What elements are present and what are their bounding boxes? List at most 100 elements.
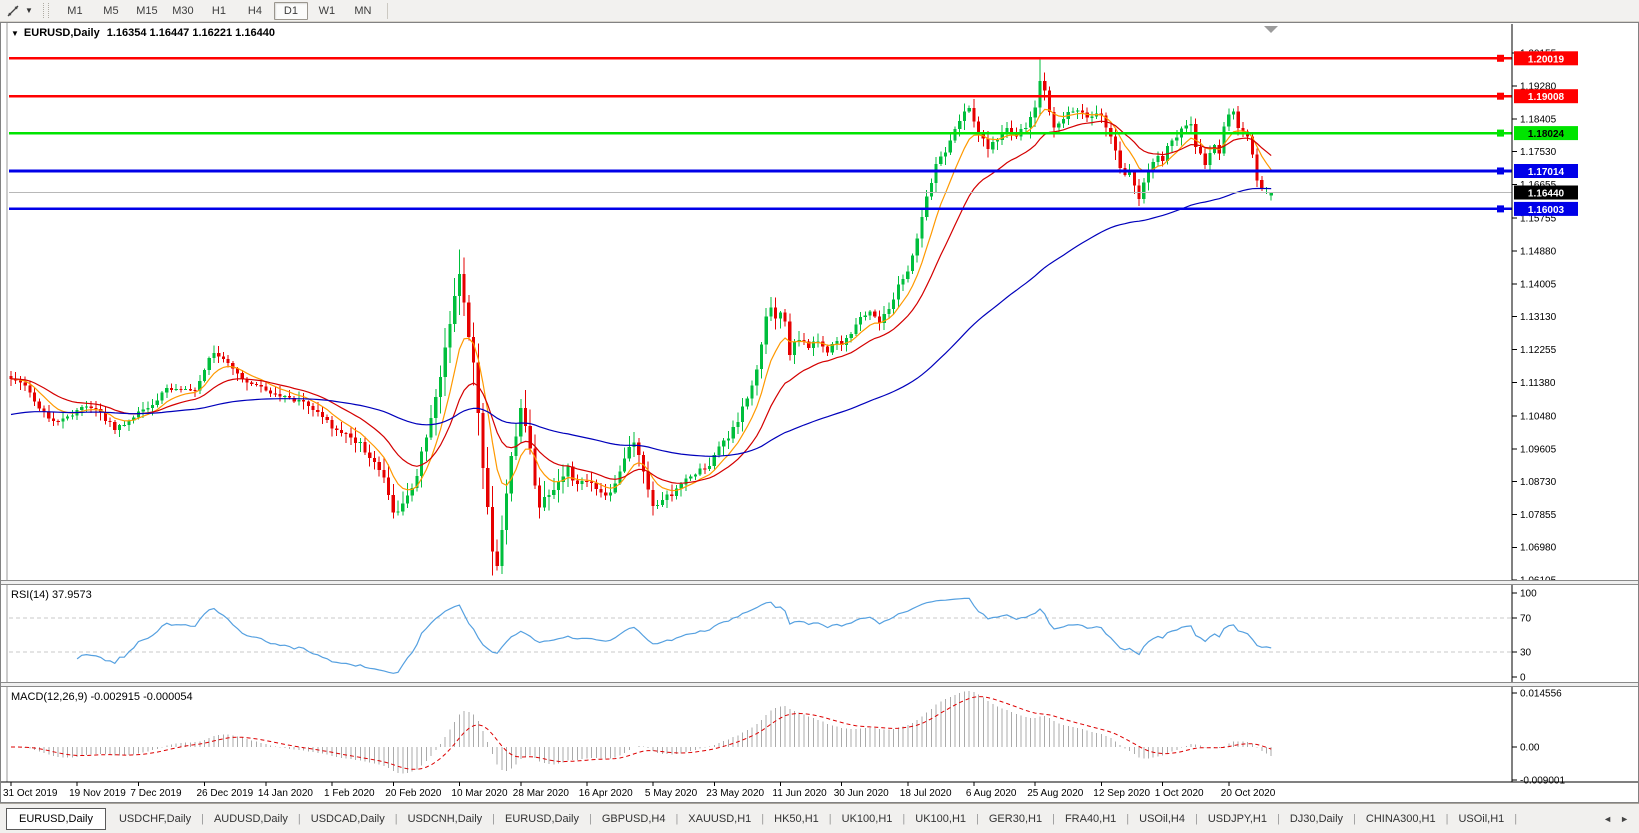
macd-tick-label: 0.014556 — [1520, 689, 1562, 700]
toolbar-grip — [42, 3, 49, 18]
date-tick-label: 7 Dec 2019 — [130, 788, 182, 799]
timeframe-w1-button[interactable]: W1 — [318, 4, 336, 17]
date-axis[interactable]: 31 Oct 2019 19 Nov 2019 7 Dec 2019 26 Dec 2… — [1, 781, 1638, 799]
chart-tab-usdjpy-h1[interactable]: USDJPY,H1 — [1207, 812, 1267, 825]
chart-tab-bar: EURUSD,Daily USDCHF,Daily | AUDUSD,Daily | US… — [0, 803, 1639, 833]
level-price-label: 1.19008 — [1528, 92, 1565, 103]
tab-separator: | — [589, 812, 592, 825]
chart-tab-eurusd-daily[interactable]: EURUSD,Daily — [505, 812, 579, 825]
price-tick-label: 1.08730 — [1520, 477, 1557, 488]
tab-separator: | — [1126, 812, 1130, 825]
timeframe-m1-button[interactable]: M1 — [67, 4, 83, 17]
price-tick-label: 1.09605 — [1520, 444, 1557, 455]
chart-tab-usoil-h4[interactable]: USOil,H4 — [1139, 812, 1185, 825]
chart-tab-hk50-h1[interactable]: HK50,H1 — [774, 812, 819, 825]
date-tick-label: 25 Aug 2020 — [1027, 788, 1084, 799]
chart-tab-ger30-h1[interactable]: GER30,H1 — [988, 812, 1043, 825]
price-tick-label: 1.19280 — [1520, 82, 1557, 93]
macd-indicator-label: MACD(12,26,9) -0.002915 -0.000054 — [11, 691, 193, 703]
price-tick-label: 1.06980 — [1520, 543, 1557, 554]
date-tick-label: 14 Jan 2020 — [258, 788, 313, 799]
price-axis[interactable]: 1.201551.192801.184051.175301.166551.157… — [1511, 24, 1557, 782]
date-tick-label: 26 Dec 2019 — [197, 788, 254, 799]
level-price-label: 1.17014 — [1528, 167, 1565, 178]
date-tick-label: 11 Jun 2020 — [772, 788, 827, 799]
ma-slow-blue-line — [10, 187, 1272, 457]
tabs-scroll-right-button[interactable]: ► — [1620, 813, 1629, 824]
horizontal-level-lines[interactable] — [9, 54, 1512, 213]
rsi-tick-label: 0 — [1520, 673, 1526, 684]
level-line-handle — [1497, 54, 1504, 62]
chart-tab-usdcad-daily[interactable]: USDCAD,Daily — [310, 812, 385, 825]
level-line-handle — [1497, 129, 1504, 137]
tab-separator: | — [1276, 812, 1280, 825]
chart-tabs: EURUSD,Daily USDCHF,Daily | AUDUSD,Daily | US… — [0, 807, 1593, 830]
tab-separator: | — [1052, 812, 1055, 825]
chart-tab-china300-h1[interactable]: CHINA300,H1 — [1365, 812, 1436, 825]
tab-separator: | — [976, 812, 979, 825]
timeframe-m15-button[interactable]: M15 — [136, 4, 158, 17]
chart-tab-gbpusd-h4[interactable]: GBPUSD,H4 — [601, 812, 666, 825]
macd-tick-label: -0.009001 — [1520, 776, 1565, 787]
rsi-tick-label: 30 — [1520, 647, 1532, 658]
chart-ohlc-values: 1.16354 1.16447 1.16221 1.16440 — [106, 27, 275, 39]
tabs-scroll-left-button[interactable]: ◄ — [1603, 813, 1613, 824]
date-tick-label: 19 Nov 2019 — [69, 788, 126, 799]
price-tick-label: 1.11380 — [1520, 378, 1556, 389]
date-tick-label: 10 Mar 2020 — [451, 788, 508, 799]
timeframe-m5-button[interactable]: M5 — [103, 4, 119, 17]
chart-canvas[interactable]: 1.201551.192801.184051.175301.166551.157… — [1, 23, 1638, 802]
level-price-label: 1.16003 — [1528, 205, 1565, 216]
tab-separator: | — [394, 812, 398, 825]
ma-mid-red-line — [10, 120, 1272, 484]
chart-tab-audusd-daily[interactable]: AUDUSD,Daily — [213, 812, 288, 825]
tab-separator: | — [1195, 812, 1198, 825]
level-price-label: 1.20019 — [1528, 54, 1565, 65]
macd-tick-label: 0.00 — [1520, 743, 1540, 754]
timeframe-toolbar: M1 M5 M15 M30 H1 H4 D1 W1 MN — [57, 0, 381, 22]
tab-separator: | — [1514, 812, 1518, 825]
chart-tab-usoil-h1[interactable]: USOil,H1 — [1458, 812, 1505, 825]
timeframe-mn-button[interactable]: MN — [354, 4, 372, 17]
chart-shift-marker[interactable] — [1264, 26, 1278, 33]
moving-average-lines — [10, 108, 1272, 492]
tab-scroll-buttons: ◄ ► — [1593, 814, 1639, 824]
date-tick-label: 16 Apr 2020 — [579, 788, 633, 799]
date-tick-label: 31 Oct 2019 — [3, 788, 58, 799]
level-price-label: 1.18024 — [1528, 129, 1565, 140]
price-tick-label: 1.12255 — [1520, 345, 1557, 356]
chart-tab-usdcnh-daily[interactable]: USDCNH,Daily — [407, 812, 483, 825]
top-toolbar: ▼ M1 M5 M15 M30 H1 H4 D1 W1 MN — [0, 0, 1639, 22]
timeframe-h1-button[interactable]: H1 — [211, 4, 226, 17]
cursor-tool-button[interactable]: ▼ — [2, 3, 37, 19]
chart-tab-uk100-h1[interactable]: UK100,H1 — [841, 812, 893, 825]
date-tick-label: 28 Mar 2020 — [513, 788, 570, 799]
chart-tab-eurusd-daily[interactable]: EURUSD,Daily — [6, 807, 106, 830]
level-price-boxes: 1.20019 1.19008 1.18024 1.17014 1.16440 1.160… — [1514, 51, 1578, 216]
chart-tab-dj30-daily[interactable]: DJ30,Daily — [1289, 812, 1344, 825]
tab-separator: | — [1445, 812, 1449, 825]
chart-tab-fra40-h1[interactable]: FRA40,H1 — [1064, 812, 1117, 825]
timeframe-m30-button[interactable]: M30 — [172, 4, 194, 17]
chart-tab-xauusd-h1[interactable]: XAUUSD,H1 — [688, 812, 752, 825]
chart-tab-usdchf-daily[interactable]: USDCHF,Daily — [118, 812, 192, 825]
tab-separator: | — [201, 812, 204, 825]
price-tick-label: 1.17530 — [1520, 147, 1557, 158]
collapse-triangle-icon[interactable]: ▼ — [11, 29, 19, 38]
rsi-tick-label: 70 — [1520, 614, 1532, 625]
date-tick-label: 1 Oct 2020 — [1155, 788, 1204, 799]
timeframe-d1-button[interactable]: D1 — [273, 1, 308, 20]
price-tick-label: 1.15755 — [1520, 214, 1557, 225]
date-tick-label: 20 Feb 2020 — [385, 788, 442, 799]
tab-separator: | — [1353, 812, 1356, 825]
level-line-handle — [1497, 205, 1504, 213]
ma-fast-orange-line — [10, 108, 1272, 492]
chart-tab-uk100-h1[interactable]: UK100,H1 — [915, 812, 967, 825]
rsi-pane: 100 70 30 0 — [9, 589, 1537, 684]
tab-separator: | — [761, 812, 765, 825]
tab-separator: | — [297, 812, 301, 825]
timeframe-h4-button[interactable]: H4 — [247, 4, 262, 17]
price-tick-label: 1.10480 — [1520, 412, 1557, 423]
tab-separator: | — [902, 812, 906, 825]
date-tick-label: 30 Jun 2020 — [834, 788, 889, 799]
